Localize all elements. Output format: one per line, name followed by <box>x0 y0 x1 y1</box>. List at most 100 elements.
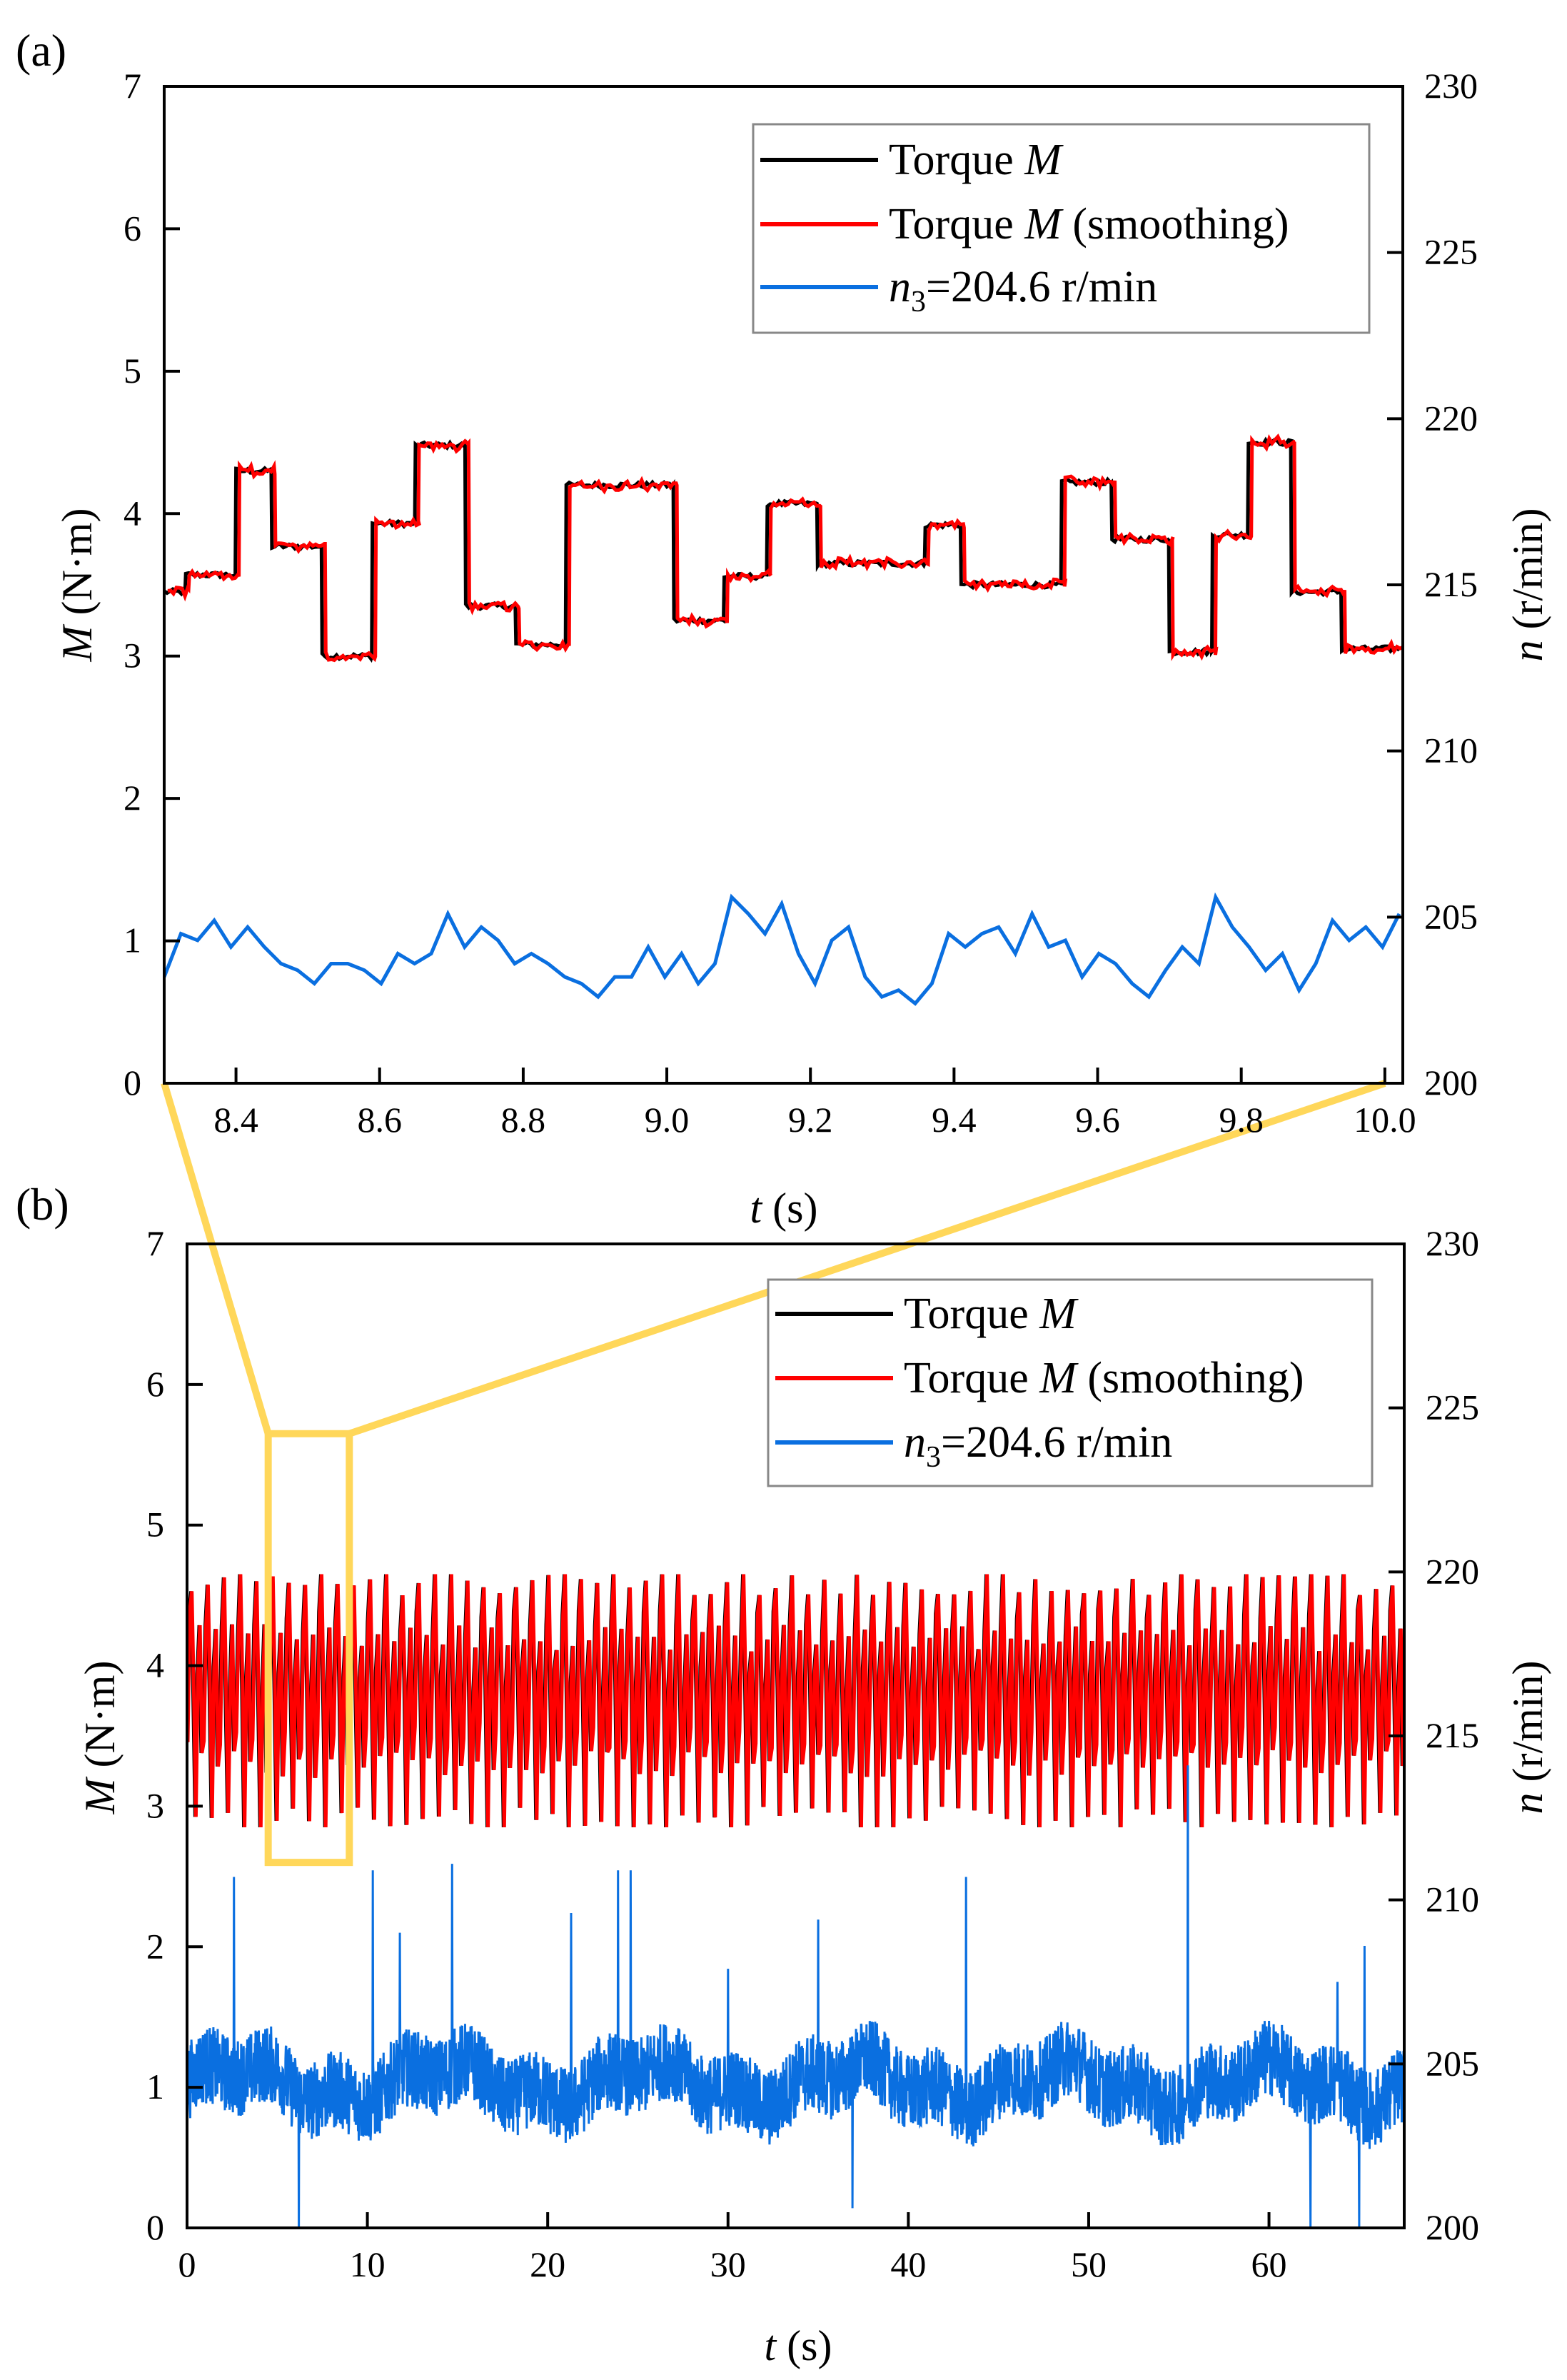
y-tick-label: 1 <box>146 2067 164 2107</box>
legend-subscript: 3 <box>911 286 926 318</box>
y-axis-unit: (N·m) <box>54 508 101 626</box>
legend-entry: n3=204.6 r/min <box>889 263 1157 318</box>
panel-label: (b) <box>16 1179 69 1230</box>
y2-tick-label: 210 <box>1424 730 1478 770</box>
x-axis-var: t <box>750 1185 763 1232</box>
y-axis-unit: (N·m) <box>76 1661 124 1779</box>
panel-label: (a) <box>16 25 66 76</box>
x-tick-label: 9.8 <box>1219 1100 1264 1140</box>
y-tick-label: 4 <box>146 1645 164 1685</box>
y-tick-label: 3 <box>124 636 141 676</box>
x-tick-label: 8.6 <box>357 1100 402 1140</box>
series-group <box>187 1574 1404 2228</box>
y-axis-title: M (N·m) <box>54 508 101 663</box>
y2-tick-label: 230 <box>1424 66 1478 106</box>
y2-tick-label: 200 <box>1424 1063 1478 1103</box>
panel-b: 0 10 20 30 40 50 60 0 1 2 3 4 5 6 7 200 205 210 215 220 225 2… <box>16 1179 1551 2369</box>
legend-subscript: 3 <box>926 1441 941 1474</box>
x-tick-label: 10.0 <box>1354 1100 1416 1140</box>
y2-tick-label: 215 <box>1424 564 1478 604</box>
x-tick-label: 8.8 <box>501 1100 546 1140</box>
y-tick-label: 2 <box>146 1926 164 1966</box>
legend-var: M <box>1024 200 1064 248</box>
x-tick-label: 9.4 <box>932 1100 977 1140</box>
x-tick-label: 10 <box>350 2244 386 2284</box>
y2-axis-title: n (r/min) <box>1504 508 1551 662</box>
y2-axis-title: n (r/min) <box>1504 1661 1551 1814</box>
zoom-connector-lines <box>161 1080 1386 1437</box>
y2-tick-label: 205 <box>1424 896 1478 936</box>
panel-a: 8.4 8.6 8.8 9.0 9.2 9.4 9.6 9.8 10.0 0 1 2 3 4 5 6 7 200 2… <box>16 25 1551 1232</box>
y-tick-label: 6 <box>124 208 141 248</box>
legend-entry: n3=204.6 r/min <box>904 1418 1172 1474</box>
y2-tick-label: 220 <box>1426 1551 1479 1591</box>
legend-text: Torque <box>904 1290 1039 1338</box>
y2-tick-label: 230 <box>1426 1223 1479 1263</box>
legend-text: Torque <box>889 136 1024 184</box>
y-axis-var: M <box>76 1776 124 1814</box>
y-tick-label: 0 <box>146 2207 164 2247</box>
x-axis-title: t (s) <box>750 1185 818 1232</box>
y-tick-label: 3 <box>146 1785 164 1825</box>
legend-text: =204.6 r/min <box>941 1418 1172 1467</box>
legend-entry: Torque M (smoothing) <box>904 1354 1304 1402</box>
torque-smoothing-line <box>187 1574 1404 1828</box>
y-tick-label: 1 <box>124 920 141 960</box>
y-tick-label: 6 <box>146 1364 164 1404</box>
zoom-connector-left <box>161 1082 272 1435</box>
zoom-box <box>264 1430 353 1867</box>
y-tick-label: 5 <box>146 1505 164 1545</box>
x-axis-unit: (s) <box>776 2322 832 2369</box>
legend-entry: Torque M <box>904 1290 1079 1338</box>
y2-tick-label: 220 <box>1424 398 1478 438</box>
x-tick-label: 30 <box>710 2244 746 2284</box>
y-tick-label: 0 <box>124 1063 141 1103</box>
y2-tick-label: 225 <box>1426 1387 1479 1427</box>
x-tick-label: 40 <box>890 2244 926 2284</box>
zoom-connector-right <box>348 1080 1386 1437</box>
y2-tick-label: 200 <box>1426 2207 1479 2247</box>
x-axis-unit: (s) <box>762 1185 817 1232</box>
legend-text: (smoothing) <box>1077 1354 1304 1402</box>
y-tick-label: 4 <box>124 493 141 533</box>
y2-tick-label: 210 <box>1426 1879 1479 1919</box>
x-axis-var: t <box>765 2322 777 2369</box>
x-tick-label: 9.0 <box>645 1100 690 1140</box>
y2-axis-unit: (r/min) <box>1504 1661 1551 1793</box>
y-tick-label: 5 <box>124 351 141 391</box>
legend-var: n <box>889 263 911 311</box>
y-tick-label: 7 <box>124 66 141 106</box>
y-tick-label: 7 <box>146 1223 164 1263</box>
legend-var: M <box>1039 1290 1079 1338</box>
x-tick-label: 9.2 <box>788 1100 833 1140</box>
y2-axis-var: n <box>1504 1792 1551 1814</box>
speed-line <box>164 892 1401 1006</box>
x-tick-label: 50 <box>1071 2244 1107 2284</box>
y2-tick-label: 205 <box>1426 2043 1479 2083</box>
y-tick-label: 2 <box>124 778 141 818</box>
x-axis-title: t (s) <box>765 2322 832 2369</box>
legend-entry: Torque M (smoothing) <box>889 200 1289 248</box>
legend-entry: Torque M <box>889 136 1064 184</box>
legend-text: Torque <box>889 200 1024 248</box>
x-tick-label: 0 <box>178 2244 196 2284</box>
y2-tick-label: 225 <box>1424 232 1478 272</box>
y2-tick-label: 215 <box>1426 1715 1479 1755</box>
speed-line <box>187 1765 1404 2228</box>
y-axis-title: M (N·m) <box>76 1661 124 1815</box>
y2-axis-unit: (r/min) <box>1504 508 1551 641</box>
legend-text: (smoothing) <box>1062 200 1289 248</box>
y-axis-var: M <box>54 623 101 662</box>
legend-text: Torque <box>904 1354 1039 1402</box>
y2-axis-var: n <box>1504 640 1551 661</box>
legend-var: n <box>904 1418 926 1467</box>
x-tick-label: 9.6 <box>1075 1100 1120 1140</box>
legend-var: M <box>1024 136 1064 184</box>
legend-text: =204.6 r/min <box>926 263 1157 311</box>
x-tick-label: 8.4 <box>213 1100 258 1140</box>
x-tick-label: 60 <box>1251 2244 1287 2284</box>
series-group <box>164 433 1403 1006</box>
